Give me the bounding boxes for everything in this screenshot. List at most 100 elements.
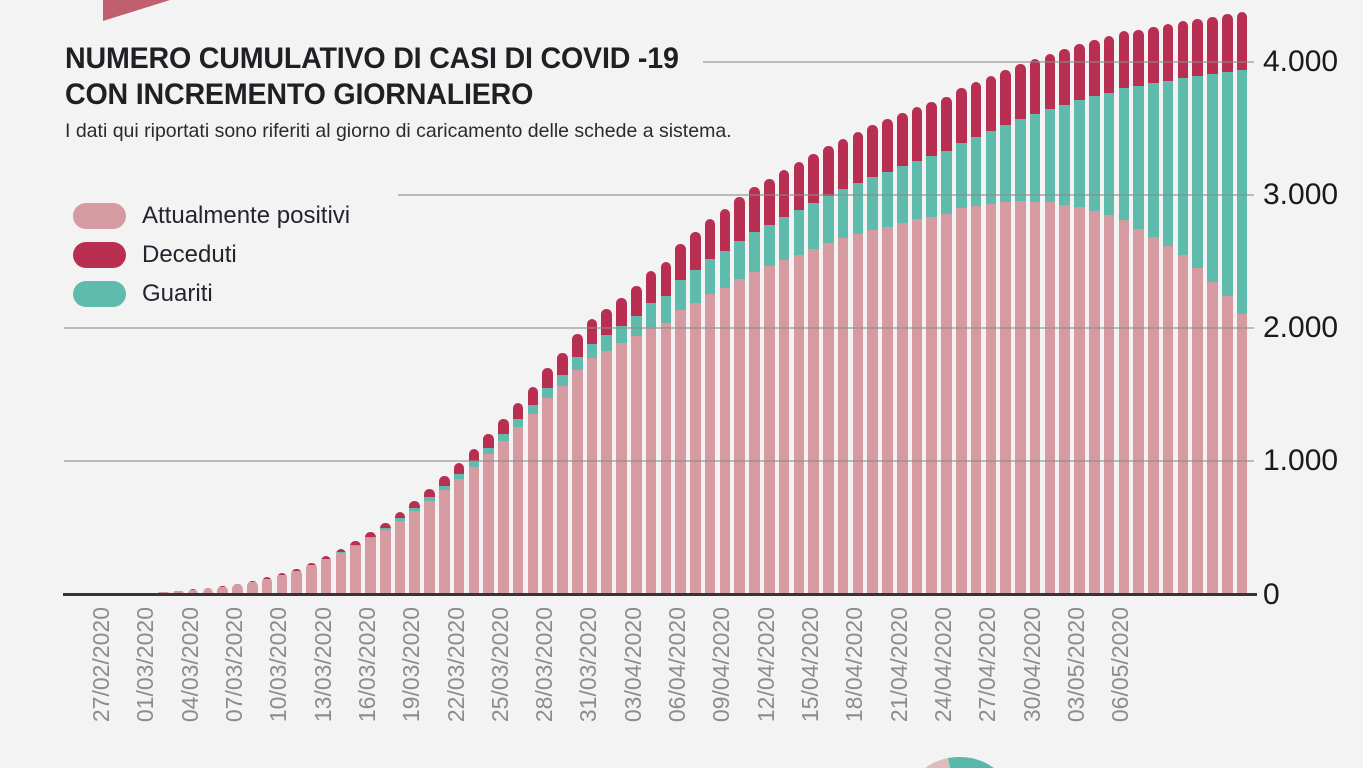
guariti-segment xyxy=(1000,125,1011,202)
legend-item-deceduti: Deceduti xyxy=(73,241,350,268)
stacked-bar-26-04-2020 xyxy=(941,96,952,595)
guariti-segment xyxy=(690,270,701,304)
guariti-segment xyxy=(601,335,613,351)
y-axis-label-4000: 4.000 xyxy=(1263,44,1339,78)
positivi-segment xyxy=(1015,200,1026,595)
x-axis-label: 16/03/2020 xyxy=(353,607,380,723)
deceduti-segment xyxy=(217,585,228,587)
positivi-segment xyxy=(1059,204,1071,595)
x-axis-label: 03/04/2020 xyxy=(619,607,646,723)
positivi-segment xyxy=(1133,228,1144,595)
positivi-segment xyxy=(704,294,716,595)
stacked-bar-17-03-2020 xyxy=(350,540,361,595)
stacked-bar-28-03-2020 xyxy=(512,402,524,595)
stacked-bar-09-04-2020 xyxy=(690,232,701,595)
legend-swatch-deceduti xyxy=(73,242,126,268)
guariti-segment xyxy=(985,131,997,204)
x-axis-label: 27/02/2020 xyxy=(88,607,114,723)
guariti-segment xyxy=(571,357,583,370)
positivi-segment xyxy=(217,586,228,595)
deceduti-segment xyxy=(379,522,391,528)
deceduti-segment xyxy=(837,138,849,190)
deceduti-segment xyxy=(1015,64,1026,120)
y-axis-label-1000: 1.000 xyxy=(1263,444,1339,478)
guariti-segment xyxy=(542,387,553,398)
deceduti-segment xyxy=(852,132,864,184)
guariti-segment xyxy=(631,316,642,337)
positivi-segment xyxy=(483,454,494,595)
deceduti-segment xyxy=(1059,48,1071,105)
stacked-bar-16-03-2020 xyxy=(335,548,347,595)
deceduti-segment xyxy=(970,82,982,137)
positivi-segment xyxy=(335,552,347,595)
deceduti-segment xyxy=(956,88,967,143)
guariti-segment xyxy=(320,558,332,560)
positivi-segment xyxy=(202,588,214,595)
guariti-segment xyxy=(1074,100,1085,207)
stacked-bar-07-03-2020 xyxy=(202,587,214,595)
positivi-segment xyxy=(1162,245,1174,595)
positivi-segment xyxy=(823,243,834,595)
stacked-bar-09-03-2020 xyxy=(232,583,243,595)
stacked-bar-13-04-2020 xyxy=(749,187,760,595)
y-axis-label-3000: 3.000 xyxy=(1263,177,1339,211)
stacked-bar-09-05-2020 xyxy=(1133,29,1144,595)
x-axis-label: 06/05/2020 xyxy=(1107,607,1134,723)
stacked-bar-03-04-2020 xyxy=(601,308,613,595)
stacked-bar-05-03-2020 xyxy=(173,590,184,595)
guariti-segment xyxy=(306,564,317,566)
positivi-segment xyxy=(616,343,627,595)
stacked-bar-08-05-2020 xyxy=(1118,31,1130,595)
stacked-bar-10-05-2020 xyxy=(1148,26,1159,595)
deceduti-segment xyxy=(1103,36,1115,93)
title-background-mask xyxy=(0,24,703,152)
positivi-segment xyxy=(970,206,982,595)
deceduti-segment xyxy=(867,125,878,178)
x-axis-label: 30/04/2020 xyxy=(1018,607,1045,723)
guariti-segment xyxy=(335,551,347,553)
stacked-bar-29-03-2020 xyxy=(527,386,539,595)
positivi-segment xyxy=(291,570,302,595)
legend-label: Deceduti xyxy=(142,241,237,268)
stacked-bar-16-05-2020 xyxy=(1236,12,1248,595)
guariti-segment xyxy=(823,196,834,244)
deceduti-segment xyxy=(483,433,494,448)
guariti-segment xyxy=(409,508,421,511)
guariti-segment xyxy=(453,473,465,479)
guariti-segment xyxy=(837,189,849,239)
stacked-bar-30-04-2020 xyxy=(1000,70,1011,595)
positivi-segment xyxy=(926,216,938,595)
stacked-bar-16-04-2020 xyxy=(793,162,805,595)
deceduti-segment xyxy=(1118,31,1130,88)
positivi-segment xyxy=(1074,206,1085,595)
guariti-segment xyxy=(882,171,893,227)
deceduti-segment xyxy=(778,170,790,218)
deceduti-segment xyxy=(1044,53,1056,110)
stacked-bar-18-04-2020 xyxy=(823,146,834,595)
deceduti-segment xyxy=(439,475,450,486)
positivi-segment xyxy=(276,575,288,595)
positivi-segment xyxy=(675,310,686,595)
positivi-segment xyxy=(985,203,997,595)
stacked-bar-02-05-2020 xyxy=(1029,58,1041,595)
deceduti-segment xyxy=(1192,18,1203,77)
deceduti-segment xyxy=(291,568,302,571)
guariti-segment xyxy=(1162,80,1174,246)
positivi-segment xyxy=(453,478,465,595)
stacked-bar-13-05-2020 xyxy=(1192,18,1203,595)
deceduti-segment xyxy=(1074,44,1085,101)
positivi-segment xyxy=(512,427,524,595)
positivi-segment xyxy=(261,579,273,595)
deceduti-segment xyxy=(261,577,273,579)
positivi-segment xyxy=(187,589,199,595)
positivi-segment xyxy=(941,213,952,595)
stacked-bar-02-04-2020 xyxy=(586,319,598,595)
deceduti-segment xyxy=(1029,58,1041,115)
guariti-segment xyxy=(704,259,716,295)
x-axis-label: 01/03/2020 xyxy=(132,607,159,723)
positivi-segment xyxy=(749,272,760,595)
deceduti-segment xyxy=(320,555,332,559)
legend-label: Attualmente positivi xyxy=(142,202,351,229)
deceduti-segment xyxy=(734,197,746,241)
